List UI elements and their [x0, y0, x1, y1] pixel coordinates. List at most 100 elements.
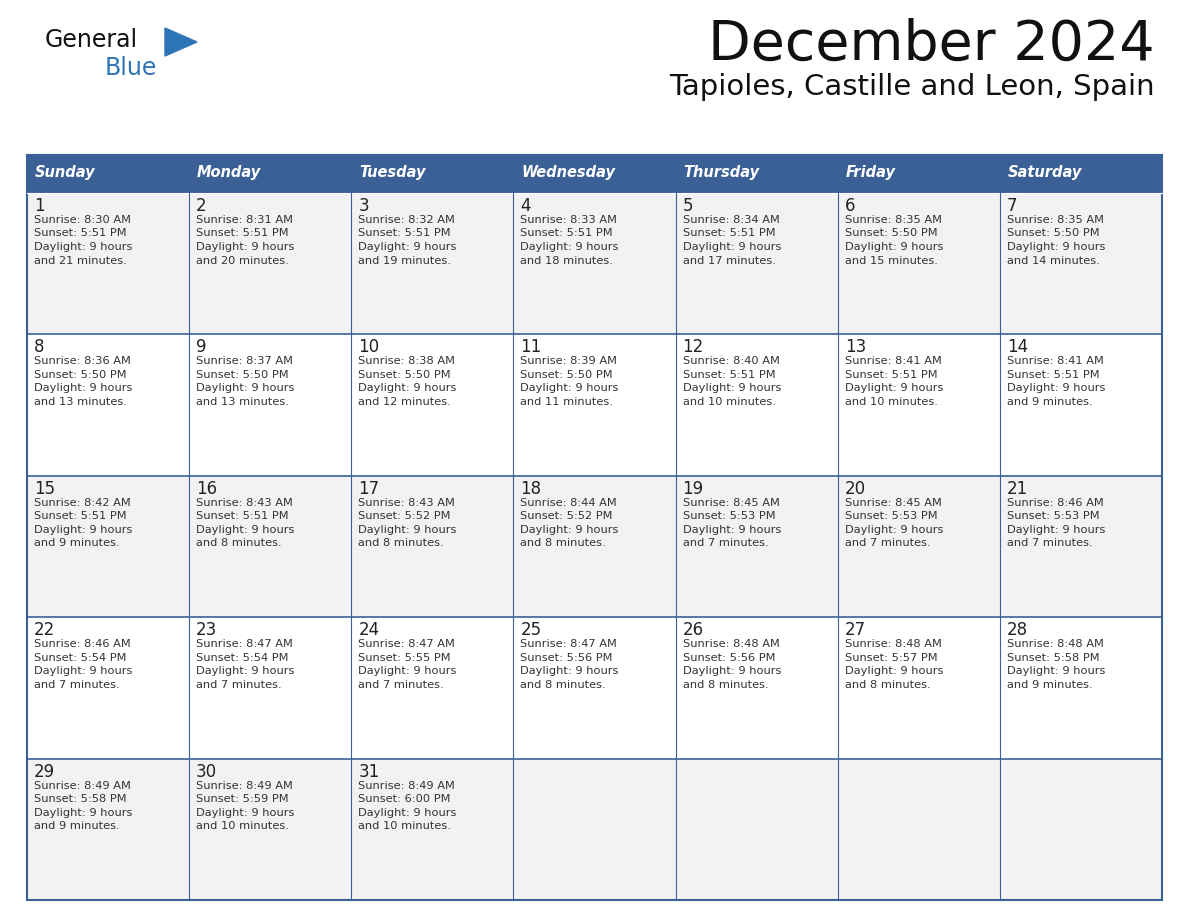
Text: Sunset: 5:50 PM: Sunset: 5:50 PM [520, 370, 613, 380]
Bar [838, 476, 1000, 617]
Text: Sunrise: 8:49 AM: Sunrise: 8:49 AM [196, 780, 293, 790]
Text: and 10 minutes.: and 10 minutes. [359, 821, 451, 831]
Text: Thursday: Thursday [683, 165, 759, 181]
Text: Sunday: Sunday [34, 165, 95, 181]
Bar [838, 193, 1000, 334]
Text: Sunrise: 8:41 AM: Sunrise: 8:41 AM [845, 356, 942, 366]
Text: Sunrise: 8:48 AM: Sunrise: 8:48 AM [683, 639, 779, 649]
Text: and 7 minutes.: and 7 minutes. [359, 679, 444, 689]
Text: and 21 minutes.: and 21 minutes. [34, 255, 127, 265]
Text: 5: 5 [683, 197, 693, 215]
Text: 1: 1 [34, 197, 45, 215]
Text: and 14 minutes.: and 14 minutes. [1007, 255, 1100, 265]
Text: Sunset: 5:51 PM: Sunset: 5:51 PM [34, 511, 127, 521]
Text: Daylight: 9 hours: Daylight: 9 hours [845, 242, 943, 252]
Text: 10: 10 [359, 339, 379, 356]
Text: Sunset: 5:51 PM: Sunset: 5:51 PM [683, 370, 776, 380]
Text: and 13 minutes.: and 13 minutes. [34, 397, 127, 407]
Text: Sunset: 5:57 PM: Sunset: 5:57 PM [845, 653, 937, 663]
Text: and 7 minutes.: and 7 minutes. [196, 679, 282, 689]
Text: Daylight: 9 hours: Daylight: 9 hours [520, 384, 619, 394]
Bar [27, 617, 189, 758]
Polygon shape [165, 28, 197, 56]
Text: Sunrise: 8:49 AM: Sunrise: 8:49 AM [359, 780, 455, 790]
Text: Sunset: 5:56 PM: Sunset: 5:56 PM [683, 653, 775, 663]
Text: Daylight: 9 hours: Daylight: 9 hours [1007, 525, 1105, 535]
Text: Daylight: 9 hours: Daylight: 9 hours [196, 242, 295, 252]
Text: and 11 minutes.: and 11 minutes. [520, 397, 613, 407]
Bar [1000, 334, 1162, 476]
Bar [27, 193, 189, 334]
Text: Sunrise: 8:47 AM: Sunrise: 8:47 AM [359, 639, 455, 649]
Text: Daylight: 9 hours: Daylight: 9 hours [34, 242, 132, 252]
Text: and 8 minutes.: and 8 minutes. [359, 538, 444, 548]
Text: Sunrise: 8:35 AM: Sunrise: 8:35 AM [845, 215, 942, 225]
Bar [838, 334, 1000, 476]
Text: 24: 24 [359, 621, 379, 639]
Bar [838, 155, 1000, 193]
Bar [676, 476, 838, 617]
Text: 28: 28 [1007, 621, 1028, 639]
Text: 3: 3 [359, 197, 369, 215]
Text: Sunset: 5:51 PM: Sunset: 5:51 PM [1007, 370, 1099, 380]
Bar [676, 155, 838, 193]
Text: Sunrise: 8:34 AM: Sunrise: 8:34 AM [683, 215, 779, 225]
Text: Sunrise: 8:45 AM: Sunrise: 8:45 AM [683, 498, 779, 508]
Text: Daylight: 9 hours: Daylight: 9 hours [683, 525, 781, 535]
Text: Sunset: 5:51 PM: Sunset: 5:51 PM [520, 229, 613, 239]
Text: Sunset: 5:55 PM: Sunset: 5:55 PM [359, 653, 451, 663]
Text: 4: 4 [520, 197, 531, 215]
Text: and 8 minutes.: and 8 minutes. [520, 538, 606, 548]
Bar [352, 758, 513, 900]
Bar [27, 155, 1162, 900]
Text: 20: 20 [845, 480, 866, 498]
Bar [838, 617, 1000, 758]
Text: Sunrise: 8:30 AM: Sunrise: 8:30 AM [34, 215, 131, 225]
Text: Sunset: 5:51 PM: Sunset: 5:51 PM [196, 511, 289, 521]
Text: Sunrise: 8:36 AM: Sunrise: 8:36 AM [34, 356, 131, 366]
Bar [1000, 155, 1162, 193]
Text: and 8 minutes.: and 8 minutes. [520, 679, 606, 689]
Text: Sunset: 5:56 PM: Sunset: 5:56 PM [520, 653, 613, 663]
Text: 13: 13 [845, 339, 866, 356]
Text: Daylight: 9 hours: Daylight: 9 hours [683, 384, 781, 394]
Text: Sunset: 5:58 PM: Sunset: 5:58 PM [1007, 653, 1099, 663]
Text: Daylight: 9 hours: Daylight: 9 hours [1007, 384, 1105, 394]
Text: Sunrise: 8:48 AM: Sunrise: 8:48 AM [1007, 639, 1104, 649]
Text: Sunrise: 8:38 AM: Sunrise: 8:38 AM [359, 356, 455, 366]
Text: Daylight: 9 hours: Daylight: 9 hours [845, 666, 943, 677]
Text: Sunrise: 8:33 AM: Sunrise: 8:33 AM [520, 215, 618, 225]
Bar [189, 758, 352, 900]
Text: Tapioles, Castille and Leon, Spain: Tapioles, Castille and Leon, Spain [669, 73, 1155, 101]
Text: Sunrise: 8:41 AM: Sunrise: 8:41 AM [1007, 356, 1104, 366]
Bar [838, 758, 1000, 900]
Text: 27: 27 [845, 621, 866, 639]
Text: Sunset: 5:51 PM: Sunset: 5:51 PM [196, 229, 289, 239]
Text: December 2024: December 2024 [708, 18, 1155, 72]
Text: 11: 11 [520, 339, 542, 356]
Bar [189, 155, 352, 193]
Text: Daylight: 9 hours: Daylight: 9 hours [196, 666, 295, 677]
Text: Sunrise: 8:35 AM: Sunrise: 8:35 AM [1007, 215, 1104, 225]
Text: Sunset: 6:00 PM: Sunset: 6:00 PM [359, 794, 450, 804]
Bar [27, 476, 189, 617]
Text: 16: 16 [196, 480, 217, 498]
Text: Sunset: 5:52 PM: Sunset: 5:52 PM [520, 511, 613, 521]
Text: and 10 minutes.: and 10 minutes. [196, 821, 289, 831]
Text: Sunrise: 8:47 AM: Sunrise: 8:47 AM [196, 639, 293, 649]
Text: Sunset: 5:59 PM: Sunset: 5:59 PM [196, 794, 289, 804]
Bar [352, 334, 513, 476]
Bar [27, 758, 189, 900]
Text: Sunset: 5:50 PM: Sunset: 5:50 PM [196, 370, 289, 380]
Bar [189, 193, 352, 334]
Text: Sunrise: 8:46 AM: Sunrise: 8:46 AM [34, 639, 131, 649]
Text: Sunrise: 8:49 AM: Sunrise: 8:49 AM [34, 780, 131, 790]
Text: 31: 31 [359, 763, 379, 780]
Text: Sunrise: 8:46 AM: Sunrise: 8:46 AM [1007, 498, 1104, 508]
Text: Sunset: 5:50 PM: Sunset: 5:50 PM [359, 370, 451, 380]
Text: Sunset: 5:50 PM: Sunset: 5:50 PM [34, 370, 127, 380]
Text: Daylight: 9 hours: Daylight: 9 hours [683, 242, 781, 252]
Text: and 7 minutes.: and 7 minutes. [34, 679, 120, 689]
Text: Daylight: 9 hours: Daylight: 9 hours [359, 808, 456, 818]
Text: Sunset: 5:50 PM: Sunset: 5:50 PM [1007, 229, 1099, 239]
